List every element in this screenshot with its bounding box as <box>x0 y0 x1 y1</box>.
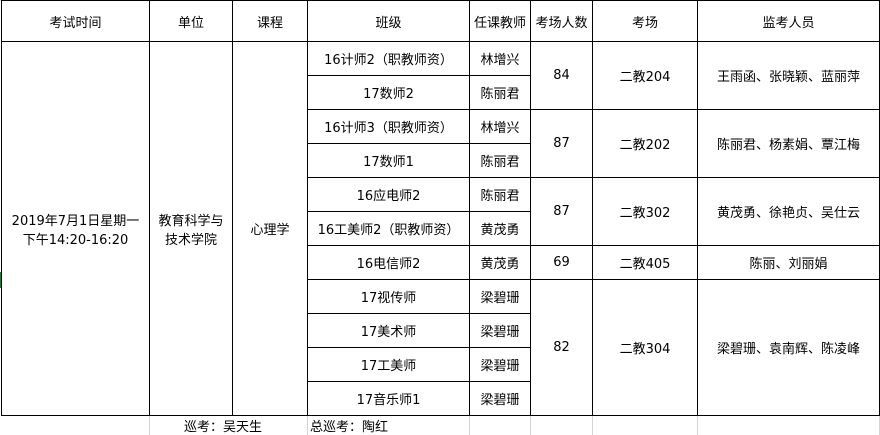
header-row: 考试时间 单位 课程 班级 任课教师 考场人数 考场 监考人员 <box>1 0 880 42</box>
teacher-cell[interactable]: 梁碧珊 <box>469 313 531 348</box>
teacher-cell[interactable]: 黄茂勇 <box>469 211 531 246</box>
room-cell[interactable]: 二教405 <box>592 245 698 280</box>
table-row: 17音乐师1 梁碧珊 <box>2 381 880 416</box>
header-course[interactable]: 课程 <box>232 0 308 42</box>
footer-chief-patrol[interactable]: 总巡考：陶红 <box>307 415 470 435</box>
footer-empty-cell[interactable] <box>592 415 698 435</box>
teacher-cell[interactable]: 陈丽君 <box>469 143 531 178</box>
class-cell[interactable]: 16计师3（职教师资） <box>307 109 470 144</box>
count-cell[interactable]: 87 <box>530 177 593 246</box>
table-row: 17美术师 梁碧珊 <box>2 313 880 348</box>
header-class[interactable]: 班级 <box>307 0 470 42</box>
count-cell[interactable]: 84 <box>530 41 593 110</box>
header-teacher[interactable]: 任课教师 <box>469 0 531 42</box>
footer-patrol[interactable]: 巡考：吴天生 <box>149 415 308 435</box>
room-cell[interactable]: 二教302 <box>592 177 698 246</box>
unit-line2: 技术学院 <box>164 232 217 248</box>
table-row: 16计师3（职教师资） 林增兴 87 二教202 陈丽君、杨素娟、覃江梅 <box>2 109 880 178</box>
course-cell[interactable]: 心理学 <box>232 41 308 416</box>
proctors-cell[interactable]: 陈丽君、杨素娟、覃江梅 <box>697 109 880 178</box>
header-count[interactable]: 考场人数 <box>530 0 593 42</box>
footer-empty-cell[interactable] <box>1 415 150 435</box>
class-cell[interactable]: 16电信师2 <box>307 245 470 280</box>
teacher-cell[interactable]: 林增兴 <box>469 109 531 144</box>
class-cell[interactable]: 17音乐师1 <box>307 381 470 416</box>
teacher-cell[interactable]: 梁碧珊 <box>469 279 531 314</box>
teacher-cell[interactable]: 梁碧珊 <box>469 381 531 416</box>
count-cell[interactable]: 87 <box>530 109 593 178</box>
header-unit[interactable]: 单位 <box>149 0 233 42</box>
teacher-cell[interactable]: 陈丽君 <box>469 75 531 110</box>
table-row: 17视传师 梁碧珊 82 二教304 梁碧珊、袁南辉、陈凌峰 <box>2 279 880 416</box>
header-exam-time[interactable]: 考试时间 <box>1 0 150 42</box>
footer-empty-cell[interactable] <box>469 415 531 435</box>
class-cell[interactable]: 17数师2 <box>307 75 470 110</box>
header-proctors[interactable]: 监考人员 <box>697 0 880 42</box>
proctors-cell[interactable]: 黄茂勇、徐艳贞、吴仕云 <box>697 177 880 246</box>
table-row: 16电信师2 黄茂勇 69 二教405 陈丽、刘丽娟 <box>2 245 880 280</box>
class-cell[interactable]: 17数师1 <box>307 143 470 178</box>
room-cell[interactable]: 二教204 <box>592 41 698 110</box>
class-cell[interactable]: 17美术师 <box>307 313 470 348</box>
exam-time-line1: 2019年7月1日星期一 <box>11 213 140 229</box>
count-cell[interactable]: 69 <box>530 245 593 280</box>
unit-cell[interactable]: 教育科学与 技术学院 <box>149 41 233 416</box>
count-cell[interactable]: 82 <box>530 279 593 416</box>
footer-empty-cell[interactable] <box>530 415 593 435</box>
class-cell[interactable]: 16计师2（职教师资） <box>307 41 470 76</box>
class-cell[interactable]: 16工美师2（职教师资） <box>307 211 470 246</box>
proctors-cell[interactable]: 陈丽、刘丽娟 <box>697 245 880 280</box>
teacher-cell[interactable]: 林增兴 <box>469 41 531 76</box>
teacher-cell[interactable]: 陈丽君 <box>469 177 531 212</box>
class-cell[interactable]: 17工美师 <box>307 347 470 382</box>
class-cell[interactable]: 16应电师2 <box>307 177 470 212</box>
table-row: 17数师1 陈丽君 <box>2 143 880 178</box>
footer-empty-cell[interactable] <box>697 415 880 435</box>
unit-line1: 教育科学与 <box>158 213 224 229</box>
room-cell[interactable]: 二教304 <box>592 279 698 416</box>
table-row: 16工美师2（职教师资） 黄茂勇 <box>2 211 880 246</box>
proctors-cell[interactable]: 王雨函、张晓颖、蓝丽萍 <box>697 41 880 110</box>
room-cell[interactable]: 二教202 <box>592 109 698 178</box>
header-room[interactable]: 考场 <box>592 0 698 42</box>
table-row: 16应电师2 陈丽君 87 二教302 黄茂勇、徐艳贞、吴仕云 <box>2 177 880 246</box>
class-cell[interactable]: 17视传师 <box>307 279 470 314</box>
footer-row: 巡考：吴天生 总巡考：陶红 <box>1 415 880 435</box>
teacher-cell[interactable]: 黄茂勇 <box>469 245 531 280</box>
exam-time-cell[interactable]: 2019年7月1日星期一 下午14:20-16:20 <box>1 41 150 416</box>
table-row: 17数师2 陈丽君 <box>2 75 880 110</box>
proctors-cell[interactable]: 梁碧珊、袁南辉、陈凌峰 <box>697 279 880 416</box>
exam-time-line2: 下午14:20-16:20 <box>22 232 129 248</box>
table-row: 2019年7月1日星期一 下午14:20-16:20 教育科学与 技术学院 心理学 16计… <box>1 41 880 416</box>
teacher-cell[interactable]: 梁碧珊 <box>469 347 531 382</box>
